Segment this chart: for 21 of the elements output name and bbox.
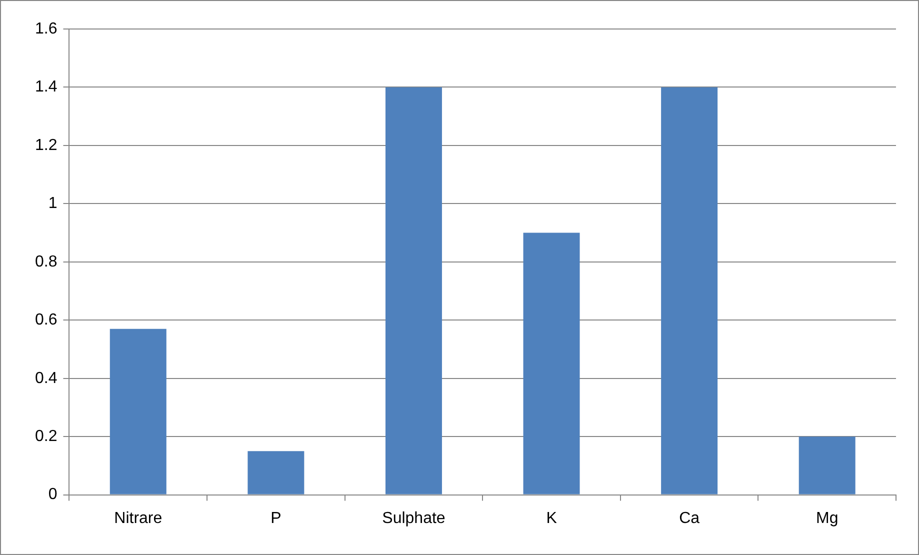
y-tick-label: 0.4	[34, 370, 58, 387]
bar	[798, 436, 856, 494]
bar	[661, 87, 718, 494]
y-tick-label: 1.6	[34, 20, 58, 38]
bar	[248, 451, 304, 494]
y-tick-label: 0.6	[34, 312, 58, 329]
y-tick-label: 1	[48, 195, 58, 212]
y-tick-label: 0.8	[34, 253, 58, 270]
x-tick-label: Mg	[816, 510, 838, 527]
x-tick-label: P	[270, 510, 282, 527]
y-tick-label: 0.2	[34, 428, 58, 445]
x-tick-label: Sulphate	[382, 510, 446, 527]
x-tick-label: Ca	[679, 510, 700, 527]
y-tick-label: 1.2	[34, 136, 58, 154]
x-tick-label: K	[546, 510, 558, 527]
x-tick-label: Nitrare	[114, 510, 162, 527]
bar	[110, 328, 166, 494]
y-tick-label: 1.4	[34, 78, 58, 96]
bar	[385, 87, 442, 494]
bar	[523, 232, 580, 494]
y-tick-label: 0	[48, 486, 58, 504]
